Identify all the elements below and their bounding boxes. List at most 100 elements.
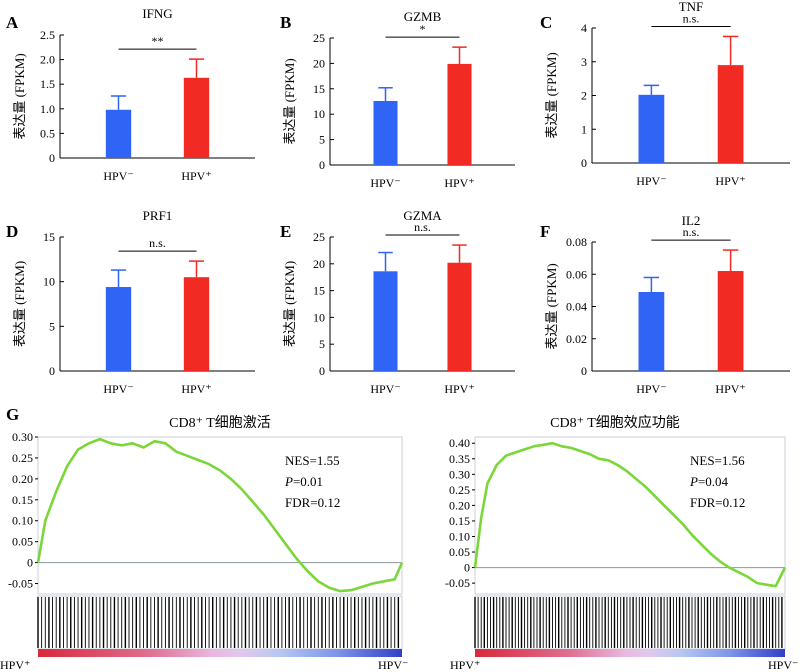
y-tick-label: 0 (319, 364, 325, 378)
y-tick-label: 10 (43, 275, 55, 289)
y-tick-label: 0 (27, 556, 33, 570)
bar-hpv-negative (105, 109, 132, 158)
bar-hpv-positive (447, 63, 472, 165)
y-tick-label: 5 (49, 319, 55, 333)
y-tick-label: 0.15 (449, 514, 470, 528)
y-tick-label: 1.5 (40, 77, 55, 91)
panel-letter-b: B (280, 13, 291, 32)
y-tick-label: 25 (313, 230, 325, 244)
y-axis-label: 表达量 (FPKM) (544, 263, 559, 349)
fdr-value: FDR=0.12 (285, 495, 340, 510)
significance-label: * (420, 22, 426, 36)
y-tick-label: 2.5 (40, 28, 55, 42)
y-tick-label: 0 (319, 158, 325, 172)
ranked-list-gradient (38, 649, 402, 657)
chart-title: IL2 (682, 213, 701, 228)
gsea-plot-1: CD8⁺ T细胞激活 -0.05 0 0.05 0.10 0.15 0.20 0.25 0.30… (0, 414, 408, 672)
nes-value: NES=1.56 (690, 453, 745, 468)
y-tick-label: 0.20 (449, 498, 470, 512)
y-tick-label: 0.35 (449, 452, 470, 466)
y-tick-label: 0.20 (12, 472, 33, 486)
panel-letter-c: C (540, 13, 552, 32)
y-tick-label: 0.10 (12, 514, 33, 528)
y-tick-label: 0.10 (449, 529, 470, 543)
y-tick-label: 25 (313, 31, 325, 45)
y-tick-label: 10 (313, 310, 325, 324)
y-axis-label: 表达量 (FPKM) (544, 52, 559, 138)
left-group-label: HPV⁺ (0, 658, 30, 672)
x-tick-label: HPV⁺ (181, 169, 211, 183)
y-tick-label: -0.05 (445, 576, 470, 590)
x-tick-label: HPV⁻ (370, 382, 400, 396)
y-tick-label: 20 (313, 56, 325, 70)
bar-hpv-positive (717, 65, 744, 163)
bar-chart-c: 0 1 2 3 4 TNF 表达量 (FPKM) HPV⁻ HPV⁺ n.s. (544, 0, 790, 188)
significance-label: n.s. (149, 236, 166, 250)
panel-letter-g: G (6, 405, 19, 424)
bar-hpv-positive (717, 271, 744, 371)
y-axis-label: 表达量 (FPKM) (282, 58, 297, 144)
y-tick-label: 15 (313, 284, 325, 298)
bar-hpv-positive (183, 277, 210, 371)
chart-title: GZMA (403, 208, 442, 223)
y-tick-label: 4 (581, 21, 587, 35)
x-tick-label: HPV⁻ (103, 169, 133, 183)
bar-hpv-negative (638, 94, 665, 163)
y-tick-label: 15 (43, 230, 55, 244)
p-label: P (284, 474, 293, 489)
x-tick-label: HPV⁺ (715, 382, 745, 396)
enrichment-score-line (473, 441, 787, 588)
y-tick-label: 0.5 (40, 126, 55, 140)
chart-title: TNF (679, 0, 704, 14)
y-tick-label: 0 (581, 364, 587, 378)
bar-chart-f: 0 0.02 0.04 0.06 0.08 IL2 表达量 (FPKM) HPV⁻ HPV⁺ n.… (544, 213, 790, 396)
y-tick-label: 0 (581, 156, 587, 170)
y-tick-label: 0.30 (449, 467, 470, 481)
y-tick-label: 15 (313, 82, 325, 96)
chart-title: IFNG (142, 6, 172, 21)
y-tick-label: 10 (313, 107, 325, 121)
fdr-value: FDR=0.12 (690, 495, 745, 510)
gsea-title: CD8⁺ T细胞效应功能 (550, 414, 680, 431)
plot-frame (37, 436, 403, 595)
x-tick-label: HPV⁺ (444, 176, 474, 190)
panel-letter-d: D (6, 222, 18, 241)
p-value: P=0.04 (689, 474, 729, 489)
bar-hpv-positive (447, 262, 472, 371)
y-tick-label: 0.06 (566, 267, 587, 281)
y-tick-label: 0 (49, 364, 55, 378)
x-tick-label: HPV⁻ (636, 174, 666, 188)
y-tick-label: 0.04 (566, 300, 587, 314)
bar-hpv-negative (638, 291, 665, 371)
chart-title: GZMB (404, 9, 442, 24)
bar-hpv-positive (183, 77, 210, 158)
panel-letter-f: F (540, 222, 550, 241)
bar-chart-e: 0 5 10 15 20 25 GZMA 表达量 (FPKM) HPV⁻ HPV⁺ n.s. (282, 208, 515, 396)
y-tick-label: 0 (464, 561, 470, 575)
panel-letter-a: A (6, 13, 19, 32)
y-tick-label: 0.08 (566, 235, 587, 249)
y-tick-label: 0.40 (449, 436, 470, 450)
y-tick-label: 3 (581, 55, 587, 69)
left-group-label: HPV⁺ (450, 658, 480, 672)
p-value: P=0.01 (284, 474, 323, 489)
significance-label: n.s. (414, 220, 431, 234)
right-group-label: HPV⁻ (378, 658, 408, 672)
significance-label: n.s. (683, 11, 700, 25)
y-tick-label: 1.0 (40, 102, 55, 116)
x-tick-label: HPV⁻ (103, 382, 133, 396)
y-tick-label: 0.05 (449, 545, 470, 559)
y-tick-label: 0.25 (449, 483, 470, 497)
p-number: =0.04 (698, 474, 729, 489)
bar-hpv-negative (373, 271, 398, 371)
y-tick-label: 1 (581, 122, 587, 136)
x-tick-label: HPV⁻ (636, 382, 666, 396)
bar-chart-b: 0 5 10 15 20 25 GZMB 表达量 (FPKM) HPV⁻ HPV⁺ * (282, 9, 515, 190)
x-tick-label: HPV⁺ (715, 174, 745, 188)
p-label: P (689, 474, 698, 489)
panel-letter-e: E (280, 222, 291, 241)
right-group-label: HPV⁻ (768, 658, 798, 672)
y-tick-label: 5 (319, 337, 325, 351)
